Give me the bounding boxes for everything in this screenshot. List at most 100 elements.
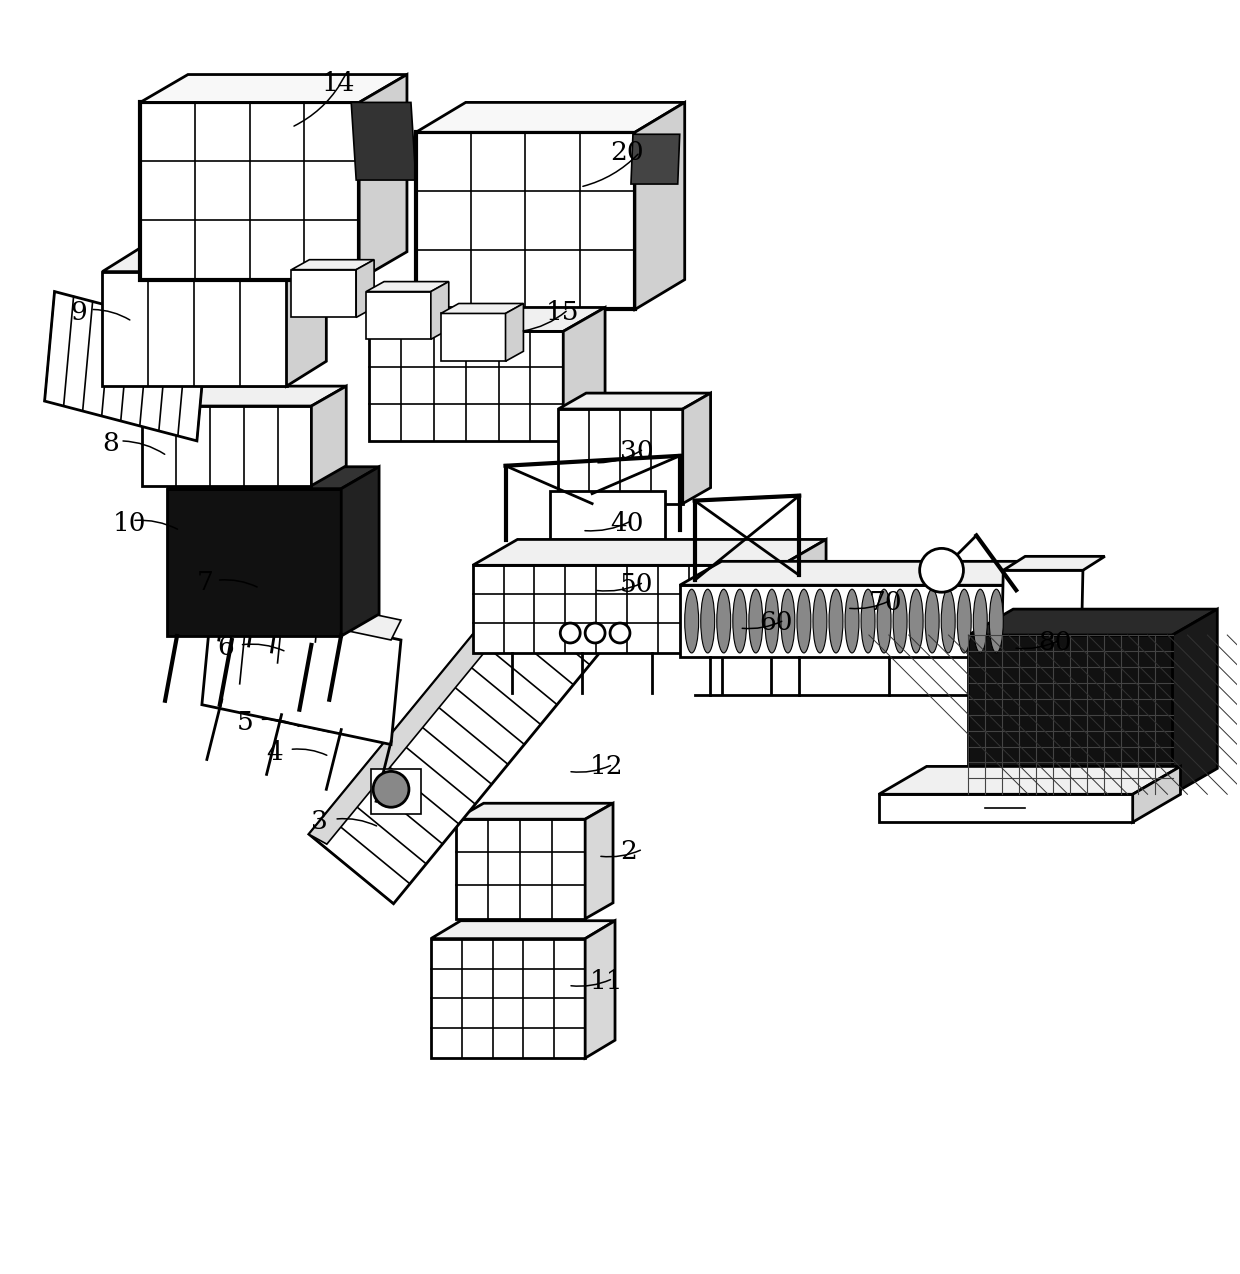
Polygon shape (680, 562, 1050, 585)
Polygon shape (430, 939, 585, 1059)
Ellipse shape (781, 589, 795, 654)
Polygon shape (683, 394, 711, 503)
Polygon shape (551, 490, 665, 578)
Polygon shape (143, 386, 346, 406)
Polygon shape (631, 134, 680, 183)
Polygon shape (202, 600, 401, 744)
Polygon shape (351, 102, 415, 180)
Ellipse shape (990, 589, 1003, 654)
Polygon shape (140, 102, 360, 279)
Ellipse shape (877, 589, 892, 654)
Polygon shape (360, 75, 407, 279)
Text: 3: 3 (311, 809, 329, 834)
Polygon shape (879, 767, 1180, 794)
Text: 7: 7 (197, 571, 213, 595)
Polygon shape (986, 665, 1097, 688)
Polygon shape (415, 132, 635, 310)
Polygon shape (1008, 562, 1050, 657)
Polygon shape (456, 819, 585, 919)
Circle shape (585, 623, 605, 643)
Ellipse shape (941, 589, 955, 654)
Polygon shape (585, 921, 615, 1059)
Ellipse shape (973, 589, 987, 654)
Circle shape (560, 623, 580, 643)
Text: 9: 9 (71, 299, 87, 325)
Polygon shape (558, 409, 683, 503)
Text: 30: 30 (620, 438, 653, 464)
Text: 40: 40 (610, 511, 644, 535)
Ellipse shape (733, 589, 746, 654)
Polygon shape (167, 466, 379, 489)
Polygon shape (167, 489, 341, 636)
Polygon shape (879, 794, 1132, 822)
Polygon shape (291, 270, 356, 317)
Ellipse shape (813, 589, 827, 654)
Polygon shape (309, 555, 622, 903)
Text: 6: 6 (217, 634, 233, 660)
Text: 15: 15 (546, 299, 579, 325)
Polygon shape (311, 386, 346, 485)
Ellipse shape (861, 589, 875, 654)
Polygon shape (103, 247, 326, 271)
Ellipse shape (830, 589, 843, 654)
Polygon shape (506, 303, 523, 362)
Text: 70: 70 (869, 590, 903, 615)
Text: 8: 8 (103, 431, 119, 456)
Polygon shape (585, 803, 613, 919)
Ellipse shape (925, 589, 939, 654)
Polygon shape (968, 634, 1173, 794)
Ellipse shape (701, 589, 714, 654)
Polygon shape (440, 313, 506, 362)
Polygon shape (45, 292, 207, 441)
Text: 14: 14 (321, 70, 355, 96)
Circle shape (920, 548, 963, 592)
Ellipse shape (717, 589, 730, 654)
Polygon shape (1001, 571, 1083, 665)
Text: 12: 12 (590, 754, 624, 780)
Polygon shape (430, 282, 449, 339)
Text: 2: 2 (620, 840, 637, 864)
Text: 5: 5 (237, 710, 253, 735)
Polygon shape (370, 307, 605, 331)
Polygon shape (366, 282, 449, 292)
Polygon shape (472, 566, 781, 654)
Text: 20: 20 (610, 140, 644, 166)
Ellipse shape (909, 589, 923, 654)
Polygon shape (286, 247, 326, 386)
Polygon shape (143, 406, 311, 485)
Polygon shape (202, 580, 401, 640)
Polygon shape (140, 75, 407, 102)
Polygon shape (1132, 767, 1180, 822)
Polygon shape (366, 292, 430, 339)
Polygon shape (371, 769, 420, 814)
Polygon shape (635, 102, 684, 310)
Polygon shape (456, 803, 613, 819)
Polygon shape (341, 466, 379, 636)
Polygon shape (1003, 557, 1105, 571)
Text: 11: 11 (590, 968, 624, 994)
Polygon shape (1173, 609, 1218, 794)
Polygon shape (291, 260, 374, 270)
Circle shape (610, 623, 630, 643)
Text: 80: 80 (1038, 631, 1071, 655)
Ellipse shape (749, 589, 763, 654)
Polygon shape (430, 921, 615, 939)
Polygon shape (309, 555, 556, 845)
Text: 4: 4 (267, 739, 284, 764)
Text: 60: 60 (759, 610, 792, 636)
Polygon shape (356, 260, 374, 317)
Polygon shape (440, 303, 523, 313)
Circle shape (373, 771, 409, 808)
Polygon shape (968, 609, 1218, 634)
Ellipse shape (893, 589, 908, 654)
Text: 50: 50 (620, 572, 653, 598)
Text: 10: 10 (113, 511, 146, 535)
Polygon shape (103, 271, 286, 386)
Ellipse shape (844, 589, 859, 654)
Polygon shape (415, 102, 684, 132)
Polygon shape (680, 585, 1008, 657)
Polygon shape (558, 394, 711, 409)
Ellipse shape (797, 589, 811, 654)
Ellipse shape (765, 589, 779, 654)
Polygon shape (563, 307, 605, 441)
